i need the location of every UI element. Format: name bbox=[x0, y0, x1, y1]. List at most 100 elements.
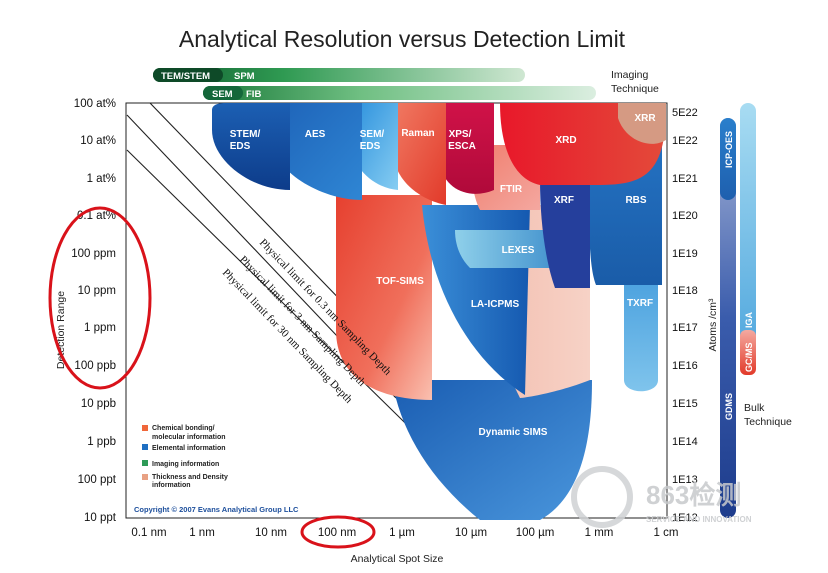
watermark-logo-icon bbox=[571, 466, 633, 528]
bulk-bar-gc-ms bbox=[740, 330, 756, 375]
label-eds: EDS bbox=[230, 141, 251, 152]
right-tick: 1E18 bbox=[672, 285, 698, 297]
y-tick: 1 ppb bbox=[87, 436, 116, 448]
label-aes: AES bbox=[305, 129, 326, 140]
imaging-bar-tem-segment bbox=[153, 68, 223, 82]
y-tick: 100 at% bbox=[74, 98, 116, 110]
x-axis: 0.1 nm 1 nm 10 nm 100 nm 1 µm 10 µm 100 … bbox=[131, 527, 678, 539]
label-tof-sims: TOF-SIMS bbox=[376, 276, 424, 287]
bulk-label-gdms: GDMS bbox=[724, 393, 734, 420]
bulk-technique-bars: ICP-OES GDMS IGA GC/MS bbox=[720, 103, 756, 518]
watermark-text: 863检测 bbox=[646, 480, 741, 510]
imaging-label-fib: FIB bbox=[246, 89, 261, 100]
bulk-label-icp-oes: ICP-OES bbox=[724, 131, 734, 168]
bulk-label-gc-ms: GC/MS bbox=[744, 342, 754, 372]
label-esca: ESCA bbox=[448, 141, 476, 152]
region-aes bbox=[272, 103, 362, 200]
region-tof-sims bbox=[336, 195, 432, 400]
y-tick: 0.1 at% bbox=[77, 210, 116, 222]
x-tick: 100 µm bbox=[516, 527, 555, 539]
label-sem: SEM/ bbox=[360, 129, 385, 140]
legend-swatch-chemical bbox=[142, 425, 148, 431]
imaging-label-sem: SEM bbox=[212, 89, 233, 100]
highlight-circle-100nm bbox=[300, 515, 376, 549]
right-axis: 5E22 1E22 1E21 1E20 1E19 1E18 1E17 1E16 … bbox=[672, 107, 698, 524]
right-tick: 1E15 bbox=[672, 398, 698, 410]
bulk-bar-gdms bbox=[720, 118, 736, 518]
x-tick: 0.1 nm bbox=[131, 527, 166, 539]
legend-swatch-imaging bbox=[142, 460, 148, 466]
y-tick: 100 ppm bbox=[71, 248, 116, 260]
y-tick: 1 at% bbox=[87, 173, 116, 185]
x-tick: 1 nm bbox=[189, 527, 215, 539]
copyright: Copyright © 2007 Evans Analytical Group … bbox=[134, 505, 299, 514]
label-rbs: RBS bbox=[625, 195, 646, 206]
legend-label: Thickness and Density bbox=[152, 474, 228, 481]
x-tick: 10 nm bbox=[255, 527, 287, 539]
right-tick: 5E22 bbox=[672, 107, 698, 119]
region-stem-eds bbox=[212, 103, 290, 190]
legend-label: Elemental information bbox=[152, 445, 226, 452]
bulk-bar-icp-oes bbox=[720, 118, 736, 200]
chart-title: Analytical Resolution versus Detection L… bbox=[179, 26, 626, 52]
x-tick: 1 mm bbox=[585, 527, 614, 539]
legend: Chemical bonding/ molecular information … bbox=[142, 425, 228, 489]
y-tick: 10 ppb bbox=[81, 398, 116, 410]
imaging-bar-tem-spm bbox=[153, 68, 525, 82]
bulk-label-iga: IGA bbox=[744, 311, 754, 328]
y-tick: 10 ppt bbox=[84, 512, 117, 524]
imaging-technique-label-1: Imaging bbox=[611, 69, 649, 81]
y-tick: 100 ppb bbox=[74, 360, 116, 372]
label-xrr: XRR bbox=[634, 113, 656, 124]
label-txrf: TXRF bbox=[627, 298, 653, 309]
imaging-technique-label-2: Technique bbox=[611, 83, 659, 95]
label-raman: Raman bbox=[401, 128, 434, 139]
legend-label: molecular information bbox=[152, 434, 226, 441]
highlight-circle-detection bbox=[48, 206, 152, 390]
right-tick: 1E22 bbox=[672, 135, 698, 147]
label-xps: XPS/ bbox=[449, 129, 472, 140]
label-sem-eds: EDS bbox=[360, 141, 381, 152]
right-tick: 1E19 bbox=[672, 248, 698, 260]
label-la-icpms: LA-ICPMS bbox=[471, 299, 520, 310]
right-tick: 1E20 bbox=[672, 210, 698, 222]
region-dynamic-sims bbox=[392, 380, 592, 520]
region-xrr bbox=[618, 103, 666, 144]
imaging-bar-sem-segment bbox=[203, 86, 243, 100]
bulk-technique-label-2: Technique bbox=[744, 416, 792, 428]
bulk-bar-iga bbox=[740, 103, 756, 373]
imaging-technique-bars: TEM/STEM SPM SEM FIB bbox=[153, 68, 596, 100]
legend-label: Chemical bonding/ bbox=[152, 425, 215, 432]
label-lexes: LEXES bbox=[502, 245, 535, 256]
right-tick: 1E13 bbox=[672, 474, 698, 486]
y-tick: 1 ppm bbox=[84, 322, 116, 334]
bulk-technique-label-1: Bulk bbox=[744, 402, 765, 414]
label-dynamic-sims: Dynamic SIMS bbox=[479, 427, 548, 438]
right-tick: 1E12 bbox=[672, 512, 698, 524]
technique-regions bbox=[212, 103, 666, 520]
right-axis-label: Atoms /cm³ bbox=[707, 298, 719, 352]
imaging-bar-sem-fib bbox=[203, 86, 596, 100]
imaging-label-spm: SPM bbox=[234, 71, 255, 82]
label-xrd: XRD bbox=[555, 135, 576, 146]
legend-label: information bbox=[152, 482, 191, 489]
y-tick: 10 ppm bbox=[78, 285, 116, 297]
y-tick: 10 at% bbox=[80, 135, 116, 147]
region-xps-esca bbox=[440, 103, 494, 194]
imaging-label-tem-stem: TEM/STEM bbox=[161, 71, 210, 82]
x-tick: 1 cm bbox=[654, 527, 679, 539]
technique-labels: STEM/ EDS AES SEM/ EDS Raman XPS/ ESCA X… bbox=[230, 113, 657, 438]
region-raman bbox=[393, 103, 446, 205]
watermark-subtext: SERVICE AND INNOVATION bbox=[646, 515, 752, 524]
x-tick: 100 nm bbox=[318, 527, 356, 539]
legend-label: Imaging information bbox=[152, 461, 219, 468]
legend-swatch-thickness bbox=[142, 474, 148, 480]
region-xrf bbox=[540, 180, 590, 288]
y-axis: 100 at% 10 at% 1 at% 0.1 at% 100 ppm 10 … bbox=[71, 98, 117, 524]
limit-label-30nm: Physical limit for 30 nm Sampling Depth bbox=[220, 267, 355, 406]
label-ftir: FTIR bbox=[500, 184, 523, 195]
x-axis-label: Analytical Spot Size bbox=[351, 553, 444, 565]
y-tick: 100 ppt bbox=[78, 474, 117, 486]
right-tick: 1E17 bbox=[672, 322, 698, 334]
